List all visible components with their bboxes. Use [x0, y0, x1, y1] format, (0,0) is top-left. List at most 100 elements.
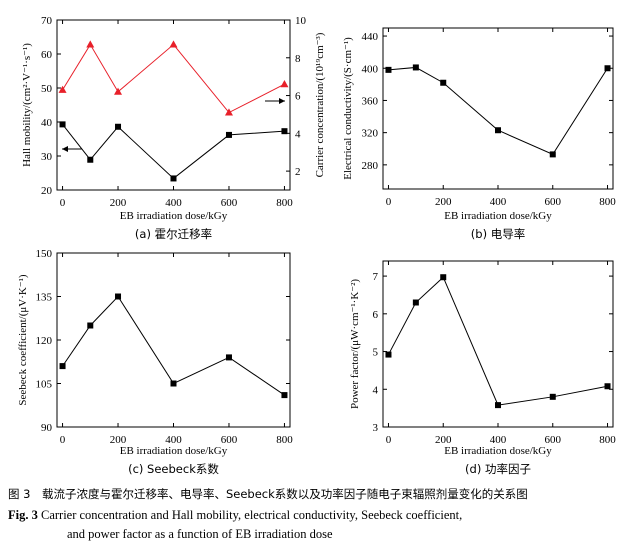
chart-a-series-0-point: [225, 131, 232, 138]
chart-b-x-tick-label: 800: [599, 196, 616, 208]
chart-c-series-0-point: [115, 293, 122, 300]
chart-a-y2-tick-label: 2: [295, 166, 301, 178]
chart-d-y-tick-label: 7: [373, 271, 379, 283]
chart-a-series-0-line: [62, 124, 285, 180]
chart-d-x-axis-label: EB irradiation dose/kGy: [444, 445, 552, 457]
chart-b-y-tick-label: 320: [362, 128, 379, 140]
chart-a-series-0-point: [115, 123, 122, 130]
chart-b-series-0-point: [385, 66, 392, 73]
chart-b-y-tick-label: 400: [362, 63, 379, 75]
chart-b-plot-frame: [382, 27, 614, 190]
chart-c-series-0-point: [59, 363, 66, 370]
figure-caption-en: Fig. 3 Carrier concentration and Hall mo…: [8, 506, 623, 544]
chart-b-y-tick-label: 360: [362, 95, 379, 107]
chart-d-series-0-line: [388, 276, 608, 406]
chart-a-axis-arrow-head-1: [279, 98, 285, 104]
chart-a-y-tick-label: 70: [41, 15, 53, 27]
chart-a-x-axis-label: EB irradiation dose/kGy: [120, 210, 228, 222]
chart-c-series-0-point: [281, 392, 288, 399]
chart-c-x-tick-label: 800: [276, 434, 293, 446]
chart-a-x-tick-label: 200: [110, 197, 127, 209]
chart-b-x-axis-label: EB irradiation dose/kGy: [444, 210, 552, 222]
chart-d-x-tick-label: 400: [490, 434, 507, 446]
chart-a-series-1-point: [114, 87, 123, 95]
chart-d-x-tick-label: 600: [545, 434, 562, 446]
chart-a-x-tick-label: 600: [221, 197, 238, 209]
chart-b-x-tick-label: 600: [545, 196, 562, 208]
chart-a-x-tick-label: 800: [276, 197, 293, 209]
chart-c-y-tick-label: 120: [36, 335, 53, 347]
chart-d-caption: (d) 功率因子: [465, 462, 531, 476]
chart-c-plot-frame: [56, 252, 291, 428]
chart-a-x-tick-label: 400: [165, 197, 182, 209]
chart-d-x-tick-label: 0: [386, 434, 392, 446]
chart-a-series-1-point: [169, 40, 178, 48]
chart-a-series-1-line: [62, 43, 285, 114]
chart-b-series-0-point: [440, 79, 447, 86]
chart-a-y-tick-label: 50: [41, 83, 53, 95]
chart-b-series-0-point: [549, 151, 556, 158]
chart-b-x-tick-label: 0: [386, 196, 392, 208]
figure-caption-label: Fig. 3: [8, 508, 38, 522]
chart-c-series-0-point: [170, 380, 177, 387]
chart-b-series-0-point: [412, 64, 419, 71]
chart-d-y-tick-label: 6: [373, 309, 379, 321]
chart-b-series-0-line: [388, 66, 608, 156]
chart-d-series-0-point: [549, 393, 556, 400]
chart-a-series-0-point: [59, 121, 66, 128]
chart-a-y-axis-label: Hall mobility/(cm²·V⁻¹·s⁻¹): [21, 43, 33, 167]
chart-d-series-0-point: [385, 351, 392, 358]
chart-c-y-tick-label: 150: [36, 248, 53, 260]
chart-a-caption: (a) 霍尔迁移率: [135, 227, 212, 241]
chart-a-series-1-point: [58, 85, 67, 93]
chart-b-series-0-point: [495, 127, 501, 134]
chart-c-x-tick-label: 200: [110, 434, 127, 446]
chart-a-series-0-point: [281, 128, 288, 135]
chart-c-y-tick-label: 135: [36, 292, 53, 304]
chart-c-x-tick-label: 600: [221, 434, 238, 446]
figure-caption-cn: 图 3 载流子浓度与霍尔迁移率、电导率、Seebeck系数以及功率因子随电子束辐…: [8, 487, 528, 501]
chart-a-y2-tick-label: 10: [295, 15, 307, 27]
figure-caption-en-line1: Carrier concentration and Hall mobility,…: [40, 508, 463, 522]
chart-d-series-0-point: [412, 299, 419, 306]
chart-d-y-tick-label: 5: [373, 347, 379, 359]
chart-a-series-0-point: [170, 175, 177, 182]
chart-d-series-0-point: [604, 383, 611, 390]
chart-a-y2-tick-label: 8: [295, 53, 301, 65]
figure-caption-en-line2: and power factor as a function of EB irr…: [67, 527, 333, 541]
chart-a-axis-arrow-head-0: [62, 146, 68, 152]
chart-b-x-tick-label: 400: [490, 196, 507, 208]
chart-c-x-tick-label: 0: [60, 434, 66, 446]
chart-d-y-tick-label: 3: [373, 422, 379, 434]
chart-d-y-axis-label: Power factor/(μW·cm⁻¹·K⁻²): [349, 279, 361, 409]
chart-a-y2-axis-label: Carrier concentration/(10¹⁹cm⁻³): [314, 32, 326, 177]
chart-a-series-1-point: [86, 40, 95, 48]
chart-b-x-tick-label: 200: [435, 196, 452, 208]
chart-d-x-tick-label: 200: [435, 434, 452, 446]
chart-a-y-tick-label: 60: [41, 49, 53, 61]
chart-a-series-1-point: [224, 108, 233, 116]
chart-b-caption: (b) 电导率: [471, 227, 525, 241]
chart-a-series-0-point: [87, 156, 94, 163]
chart-a-y2-tick-label: 4: [295, 128, 301, 140]
chart-a-y-tick-label: 20: [41, 185, 53, 197]
chart-c-series-0-line: [62, 295, 285, 396]
chart-c-series-0-point: [225, 354, 232, 361]
chart-d-x-tick-label: 800: [599, 434, 616, 446]
chart-b-y-tick-label: 440: [362, 31, 379, 43]
chart-b-series-0-point: [604, 65, 611, 72]
chart-c-y-axis-label: Seebeck coefficient/(μV·K⁻¹): [17, 274, 29, 405]
chart-c-y-tick-label: 105: [36, 379, 53, 391]
chart-d-series-0-point: [495, 402, 501, 409]
chart-c-series-0-point: [87, 322, 94, 329]
chart-a-y-tick-label: 30: [41, 151, 53, 163]
chart-c-caption: (c) Seebeck系数: [128, 462, 219, 476]
chart-b-y-tick-label: 280: [362, 160, 379, 172]
chart-d-y-tick-label: 4: [373, 384, 379, 396]
chart-a-y2-tick-label: 6: [295, 91, 301, 103]
chart-c-y-tick-label: 90: [41, 422, 53, 434]
chart-a-series-1-point: [280, 80, 289, 88]
chart-c-x-tick-label: 400: [165, 434, 182, 446]
chart-a-y-tick-label: 40: [41, 117, 53, 129]
